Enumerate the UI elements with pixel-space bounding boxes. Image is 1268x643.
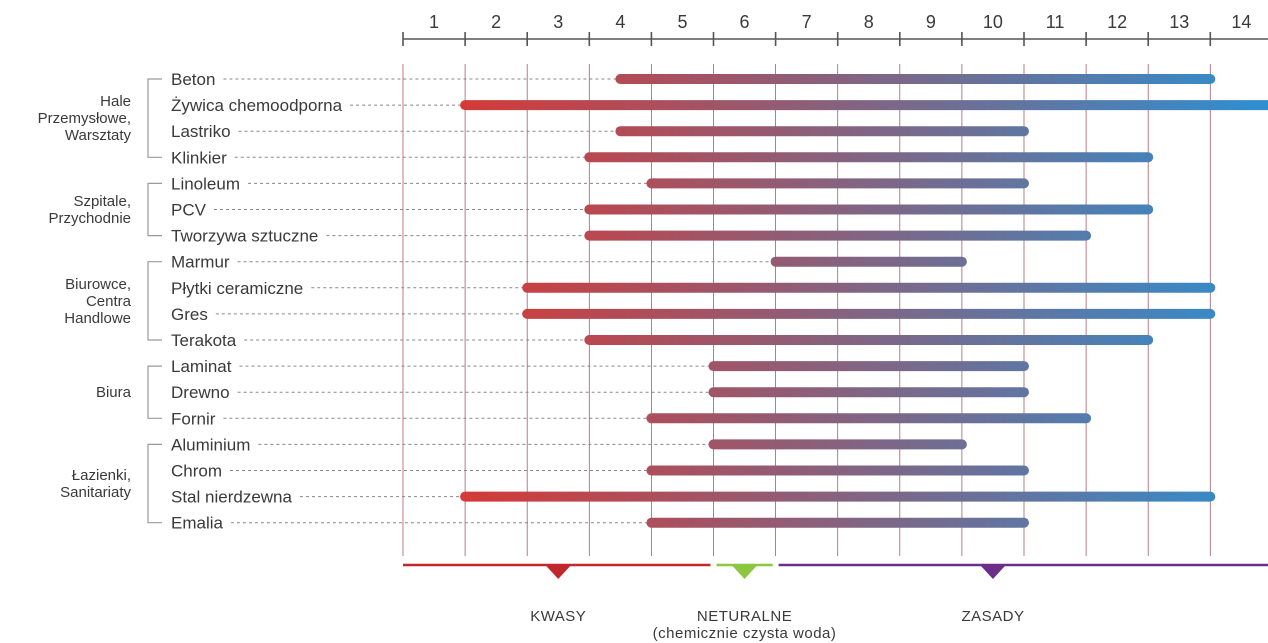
x-tick-label: 7 bbox=[802, 12, 812, 32]
range-row: Drewno bbox=[171, 383, 1029, 402]
row-label: Marmur bbox=[171, 253, 230, 272]
x-tick-label: 13 bbox=[1169, 12, 1189, 32]
group-label: Biura bbox=[96, 384, 132, 401]
x-tick-label: 10 bbox=[983, 12, 1003, 32]
range-row: Marmur bbox=[171, 253, 967, 272]
row-label: Drewno bbox=[171, 383, 230, 402]
range-row: Terakota bbox=[171, 331, 1154, 350]
zone-label: KWASY bbox=[530, 608, 586, 625]
range-row: Płytki ceramiczne bbox=[171, 279, 1216, 298]
row-label: Klinkier bbox=[171, 148, 227, 167]
x-tick-label: 14 bbox=[1231, 12, 1251, 32]
row-label: Terakota bbox=[171, 331, 237, 350]
row-label: Beton bbox=[171, 70, 215, 89]
group-bracket bbox=[147, 261, 162, 341]
row-label: Płytki ceramiczne bbox=[171, 279, 303, 298]
range-row: Gres bbox=[171, 305, 1216, 324]
x-tick-label: 3 bbox=[553, 12, 563, 32]
ph-zone: ZASADY bbox=[778, 563, 1268, 625]
row-label: Emalia bbox=[171, 514, 224, 533]
ph-zone: NETURALNE(chemicznie czysta woda) bbox=[653, 563, 837, 642]
row-group: Szpitale,Przychodnie bbox=[48, 182, 162, 237]
ph-zones: KWASY NETURALNE(chemicznie czysta woda) ZA… bbox=[403, 563, 1268, 642]
range-row: Beton bbox=[171, 70, 1216, 89]
group-label: Przemysłowe, bbox=[38, 110, 131, 127]
x-tick-label: 9 bbox=[926, 12, 936, 32]
row-group: Biura bbox=[96, 365, 162, 419]
range-row: Fornir bbox=[171, 409, 1092, 428]
row-label: Aluminium bbox=[171, 435, 250, 454]
range-rows: Beton Żywica chemoodporna Lastriko Klinkier… bbox=[171, 70, 1268, 533]
range-row: Stal nierdzewna bbox=[171, 488, 1216, 507]
zone-label: NETURALNE bbox=[697, 608, 792, 625]
x-tick-label: 5 bbox=[677, 12, 687, 32]
row-label: Lastriko bbox=[171, 122, 231, 141]
range-row: Aluminium bbox=[171, 435, 967, 454]
zone-label: ZASADY bbox=[961, 608, 1024, 625]
row-label: PCV bbox=[171, 201, 207, 220]
group-bracket bbox=[147, 443, 162, 524]
row-label: Gres bbox=[171, 305, 208, 324]
row-label: Laminat bbox=[171, 357, 232, 376]
group-bracket bbox=[147, 365, 162, 419]
x-tick-label: 8 bbox=[864, 12, 874, 32]
row-label: Fornir bbox=[171, 409, 216, 428]
group-label: Łazienki, bbox=[72, 467, 131, 484]
x-axis: 1 2 3 4 5 6 7 8 9 10 11 12 13 14 bbox=[402, 12, 1268, 46]
range-row: Emalia bbox=[171, 514, 1029, 533]
group-label: Biurowce, bbox=[65, 276, 131, 293]
row-group: Łazienki,Sanitariaty bbox=[60, 443, 162, 524]
zone-marker bbox=[732, 566, 757, 579]
group-bracket bbox=[147, 78, 162, 158]
range-row: Klinkier bbox=[171, 148, 1154, 167]
group-label: Handlowe bbox=[64, 310, 131, 327]
row-label: Żywica chemoodporna bbox=[171, 96, 343, 115]
row-label: Chrom bbox=[171, 462, 222, 481]
range-row: Chrom bbox=[171, 462, 1029, 481]
group-label: Centra bbox=[86, 293, 132, 310]
group-label: Warsztaty bbox=[65, 127, 132, 144]
group-label: Szpitale, bbox=[73, 193, 131, 210]
x-tick-label: 11 bbox=[1046, 12, 1065, 32]
group-label: Przychodnie bbox=[48, 210, 131, 227]
x-tick-label: 6 bbox=[740, 12, 750, 32]
range-row: PCV bbox=[171, 201, 1154, 220]
row-label: Tworzywa sztuczne bbox=[171, 227, 318, 246]
row-label: Linoleum bbox=[171, 174, 240, 193]
zone-sublabel: (chemicznie czysta woda) bbox=[653, 625, 837, 642]
row-label: Stal nierdzewna bbox=[171, 488, 293, 507]
group-label: Sanitariaty bbox=[60, 484, 131, 501]
range-row: Linoleum bbox=[171, 174, 1029, 193]
zone-marker bbox=[546, 566, 571, 579]
x-tick-label: 2 bbox=[491, 12, 501, 32]
zone-marker bbox=[980, 566, 1005, 579]
range-row: Żywica chemoodporna bbox=[171, 96, 1268, 115]
group-label: Hale bbox=[100, 93, 131, 110]
range-row: Laminat bbox=[171, 357, 1029, 376]
group-bracket bbox=[147, 182, 162, 237]
x-tick-label: 1 bbox=[429, 12, 439, 32]
ph-zone: KWASY bbox=[403, 563, 711, 625]
x-tick-label: 12 bbox=[1107, 12, 1127, 32]
x-tick-label: 4 bbox=[615, 12, 625, 32]
range-row: Tworzywa sztuczne bbox=[171, 227, 1092, 246]
range-row: Lastriko bbox=[171, 122, 1029, 141]
